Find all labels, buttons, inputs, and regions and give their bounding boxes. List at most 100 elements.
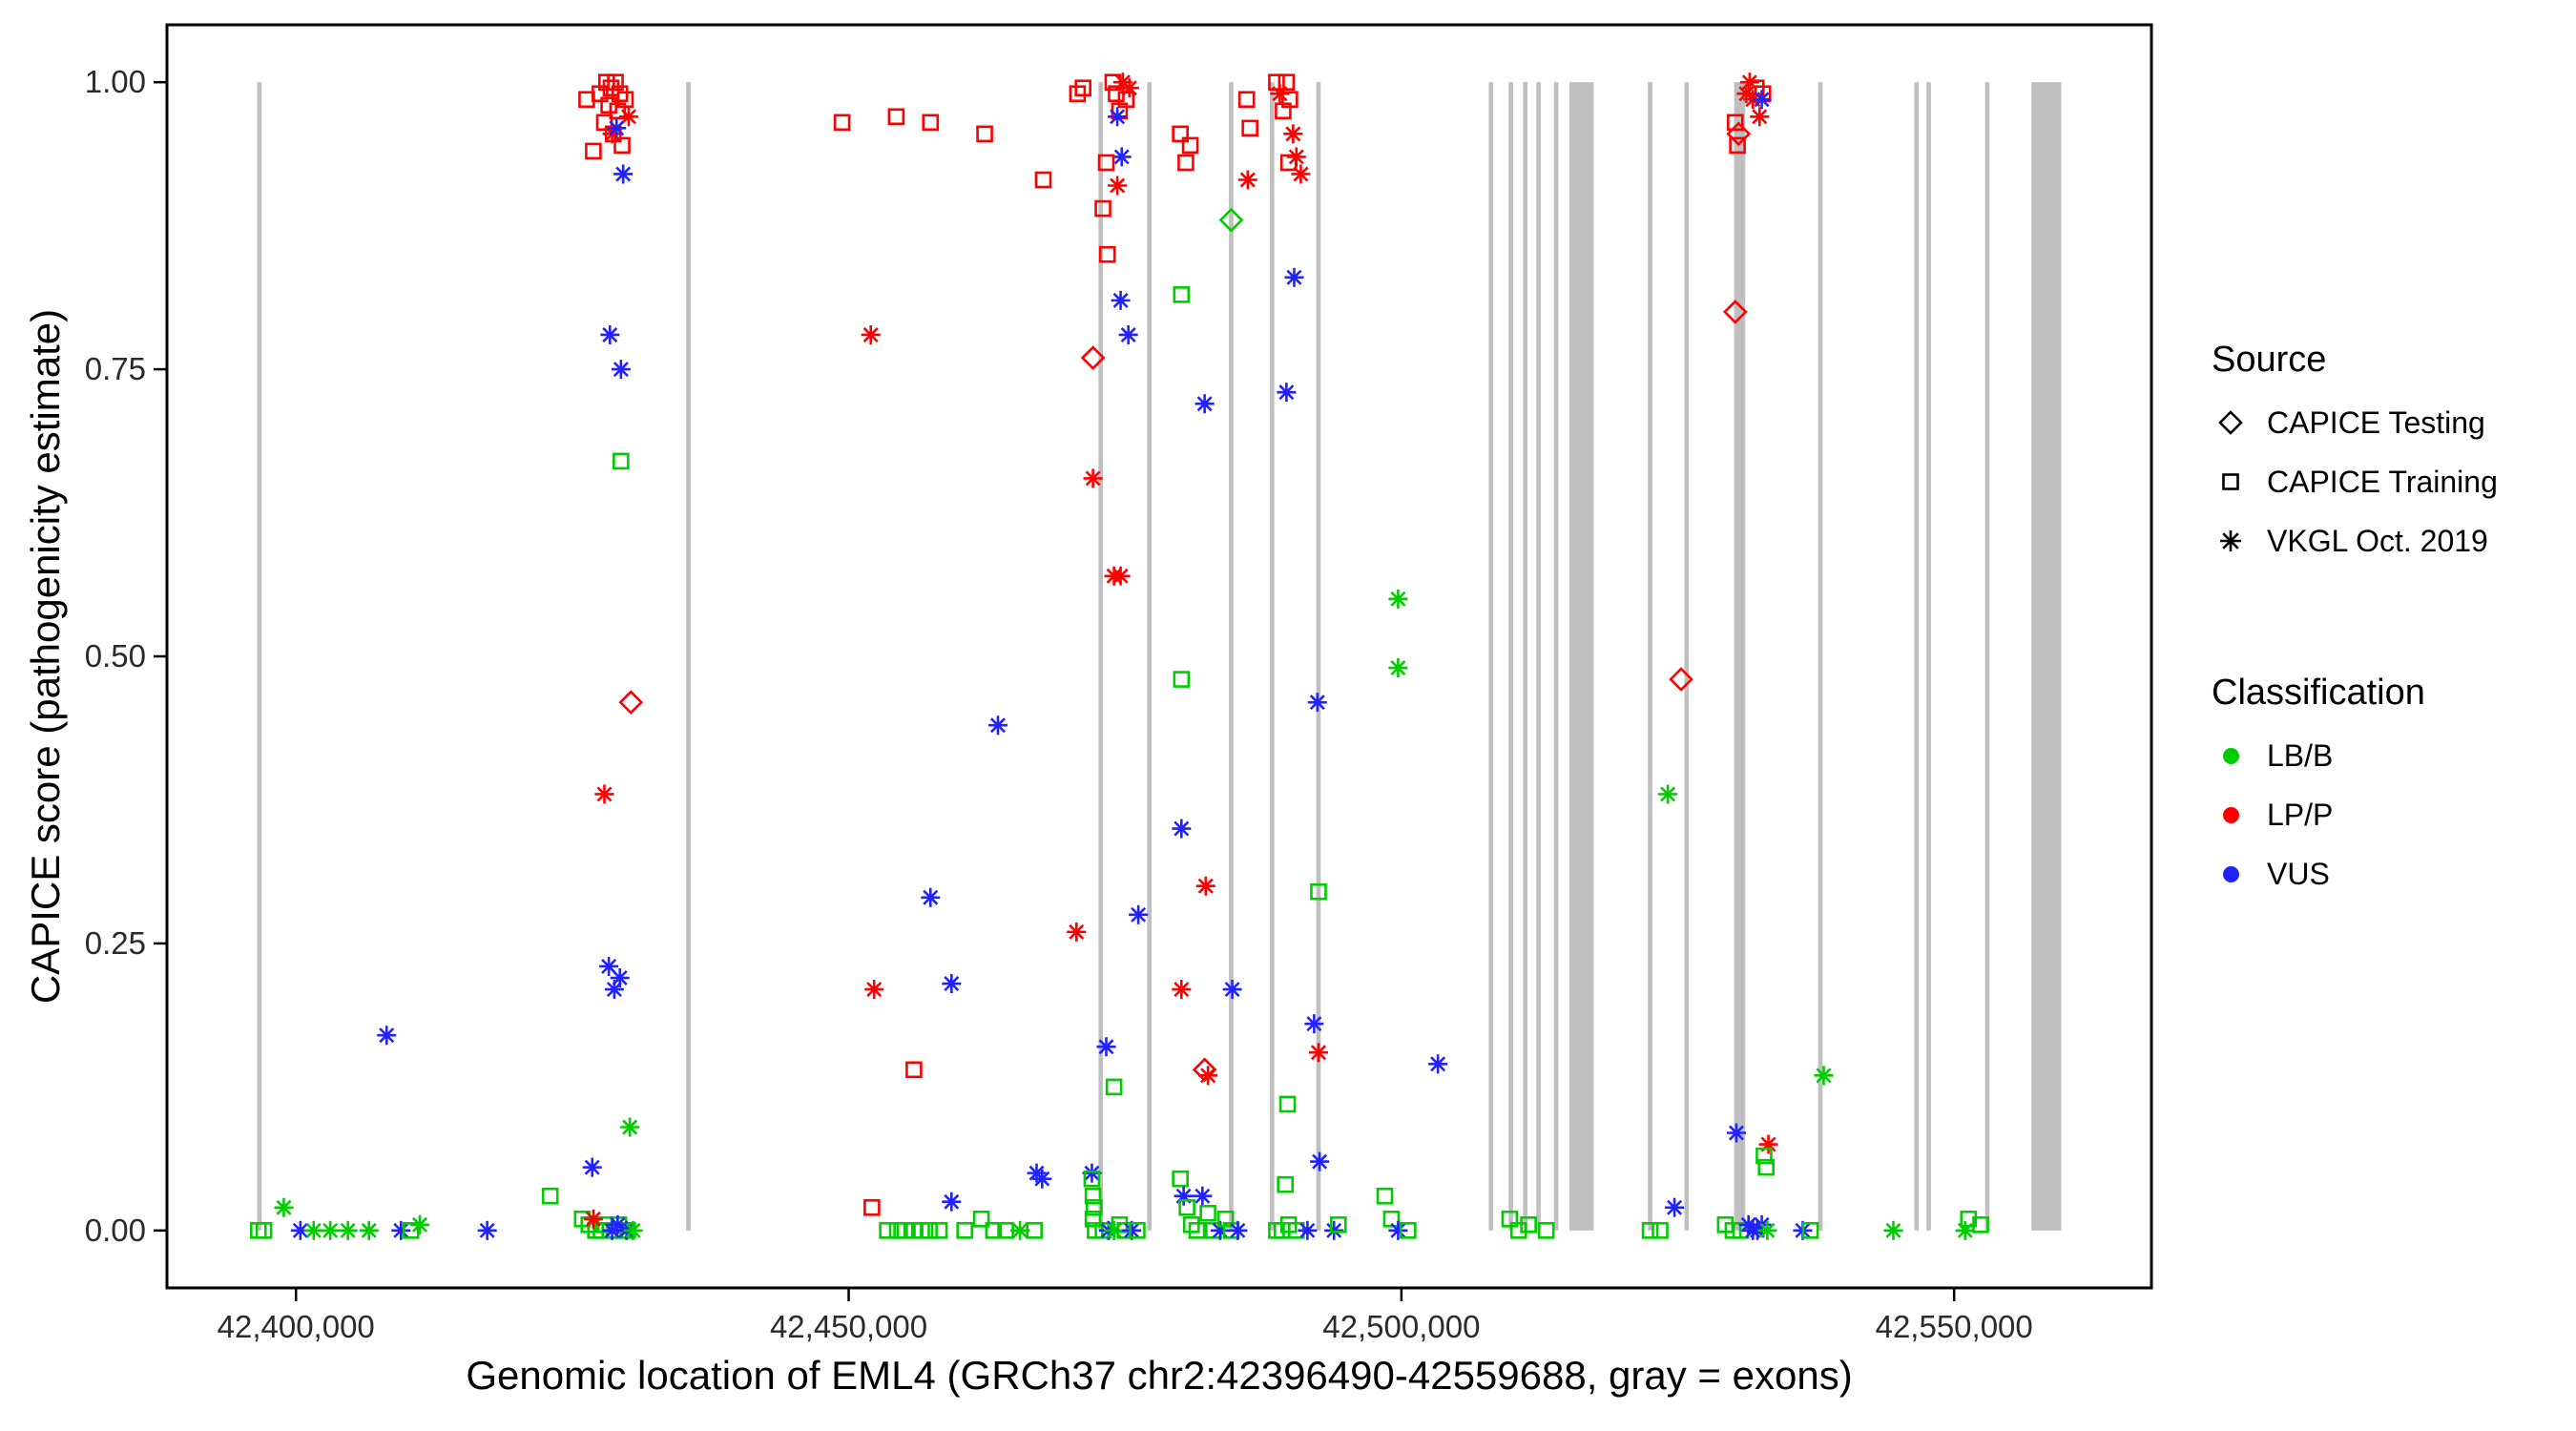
data-point (1195, 876, 1215, 896)
legend-label: VKGL Oct. 2019 (2267, 523, 2488, 558)
lpp-dot-icon (2222, 806, 2239, 823)
data-point (1193, 1186, 1213, 1206)
legend-label: VUS (2267, 856, 2330, 891)
data-point (1972, 1216, 1989, 1234)
data-point (1129, 904, 1149, 924)
data-point (1277, 383, 1297, 403)
data-point (1652, 1222, 1669, 1239)
data-point (1080, 345, 1106, 370)
data-point (1172, 125, 1189, 143)
exon-band (1269, 82, 1275, 1231)
data-point (1330, 1216, 1347, 1234)
data-point (1376, 1187, 1394, 1205)
data-point (1069, 85, 1087, 103)
data-point (1074, 79, 1091, 96)
legend-item-capice-training: CAPICE Training (2212, 463, 2498, 501)
data-point (1757, 1158, 1776, 1176)
panel-background (167, 25, 2151, 1288)
data-point (600, 324, 620, 344)
data-point (1119, 78, 1139, 98)
data-point (921, 1222, 938, 1239)
data-point (377, 1026, 397, 1046)
data-point (1509, 1222, 1527, 1239)
data-point (896, 1222, 914, 1239)
data-point (321, 1220, 341, 1240)
data-point (1111, 566, 1131, 586)
data-point (1118, 324, 1138, 344)
exon-band (686, 82, 691, 1231)
data-point (1726, 114, 1744, 132)
data-point (1722, 300, 1748, 324)
data-point (1641, 1222, 1659, 1239)
data-point (1111, 147, 1132, 167)
data-point (303, 1220, 323, 1240)
data-point (1094, 199, 1111, 218)
data-point (602, 79, 620, 96)
legend-item-vkgl: VKGL Oct. 2019 (2212, 522, 2498, 560)
x-tick-label: 42,450,000 (769, 1309, 928, 1344)
exon-band (1229, 82, 1234, 1231)
data-point (409, 1214, 429, 1234)
data-point (1752, 90, 1772, 110)
data-point (956, 1222, 974, 1239)
data-point (1758, 1134, 1778, 1154)
legend-source-block: Source CAPICE Testing CAPICE Training (2212, 340, 2498, 560)
data-point (402, 1222, 420, 1239)
data-point (1188, 1222, 1206, 1239)
legend-item-capice-testing: CAPICE Testing (2212, 404, 2498, 442)
data-point (477, 1220, 497, 1240)
data-point (585, 142, 602, 160)
data-point (1537, 1222, 1555, 1239)
data-point (1083, 468, 1103, 488)
y-tick-label: 0.50 (84, 638, 146, 674)
data-point (611, 85, 629, 103)
data-point (618, 690, 644, 715)
data-point (618, 107, 638, 127)
data-point (1174, 1186, 1194, 1206)
exon-band (2031, 82, 2062, 1231)
data-point (1129, 1222, 1146, 1239)
data-point (338, 1220, 358, 1240)
exon-band (1648, 82, 1652, 1231)
exon-band (1926, 82, 1931, 1231)
legend: Source CAPICE Testing CAPICE Training (2212, 340, 2498, 914)
legend-label: CAPICE Training (2267, 464, 2498, 499)
y-tick-label: 0.25 (84, 924, 146, 961)
data-point (1278, 1095, 1297, 1113)
data-point (611, 360, 631, 380)
data-point (1270, 84, 1290, 104)
data-point (942, 1192, 962, 1212)
data-point (1279, 154, 1298, 172)
data-point (1729, 136, 1746, 155)
data-point (1308, 1043, 1328, 1063)
legend-classification-title: Classification (2212, 673, 2425, 713)
data-point (1228, 1220, 1248, 1240)
data-point (1098, 245, 1116, 263)
data-point (921, 887, 941, 907)
exon-band (1734, 82, 1746, 1231)
legend-source-title: Source (2212, 340, 2327, 380)
y-tick-label: 1.00 (84, 64, 146, 100)
data-point (1182, 1216, 1200, 1234)
data-point (1097, 154, 1115, 172)
data-point (1298, 1220, 1318, 1240)
data-point (985, 1222, 1003, 1239)
data-point (1241, 119, 1258, 137)
exon-band (1914, 82, 1920, 1231)
data-point (863, 1198, 881, 1216)
x-tick-label: 42,400,000 (217, 1309, 375, 1344)
data-point (1178, 1198, 1195, 1216)
lbb-dot-icon (2222, 747, 2239, 764)
exon-band (1684, 82, 1690, 1231)
data-point (1750, 107, 1770, 127)
data-point (1173, 286, 1191, 303)
data-point (1177, 154, 1195, 172)
data-point (930, 1222, 948, 1239)
asterisk-icon (2212, 522, 2250, 560)
data-point (1216, 1210, 1235, 1228)
data-point (1284, 267, 1304, 287)
data-point (616, 91, 634, 109)
data-point (1814, 1066, 1834, 1086)
x-tick-label: 42,550,000 (1875, 1309, 2033, 1344)
exon-band (1316, 82, 1321, 1231)
